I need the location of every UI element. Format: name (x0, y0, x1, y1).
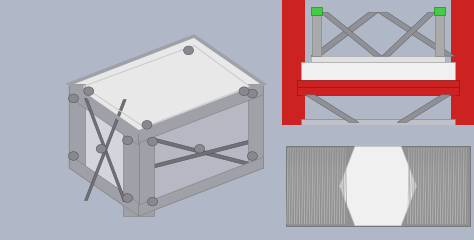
Polygon shape (69, 84, 84, 168)
Circle shape (247, 152, 257, 160)
Bar (312, 12, 321, 56)
Polygon shape (282, 0, 305, 125)
Polygon shape (248, 84, 264, 168)
Polygon shape (138, 84, 264, 216)
Polygon shape (382, 12, 436, 56)
Bar (435, 12, 444, 56)
Polygon shape (84, 100, 126, 200)
Polygon shape (320, 12, 382, 56)
Polygon shape (84, 98, 126, 202)
Circle shape (84, 87, 94, 96)
Polygon shape (154, 138, 248, 166)
Circle shape (183, 46, 193, 55)
Bar (301, 119, 455, 125)
Bar (311, 56, 445, 62)
Polygon shape (378, 12, 455, 56)
Circle shape (147, 197, 157, 206)
Bar (301, 62, 455, 81)
Bar (311, 7, 322, 15)
Polygon shape (138, 157, 264, 216)
Polygon shape (69, 155, 138, 216)
Polygon shape (69, 84, 138, 145)
Bar (301, 80, 455, 95)
Bar (297, 87, 459, 95)
Polygon shape (123, 132, 138, 216)
Circle shape (68, 152, 79, 160)
Polygon shape (138, 132, 154, 216)
Circle shape (142, 120, 152, 129)
Polygon shape (138, 84, 264, 143)
Circle shape (68, 94, 79, 103)
Polygon shape (451, 0, 474, 125)
Circle shape (123, 136, 133, 145)
Circle shape (247, 89, 257, 98)
Circle shape (96, 144, 106, 153)
Polygon shape (397, 95, 451, 122)
Polygon shape (69, 84, 138, 216)
Bar (434, 7, 445, 15)
Circle shape (123, 194, 133, 202)
Polygon shape (69, 36, 264, 132)
Polygon shape (305, 95, 359, 122)
Polygon shape (339, 146, 416, 226)
Circle shape (195, 144, 205, 153)
Circle shape (147, 137, 157, 146)
Bar (286, 146, 470, 226)
Circle shape (239, 87, 249, 96)
Polygon shape (154, 140, 248, 168)
Bar (297, 80, 459, 87)
Polygon shape (311, 12, 378, 56)
